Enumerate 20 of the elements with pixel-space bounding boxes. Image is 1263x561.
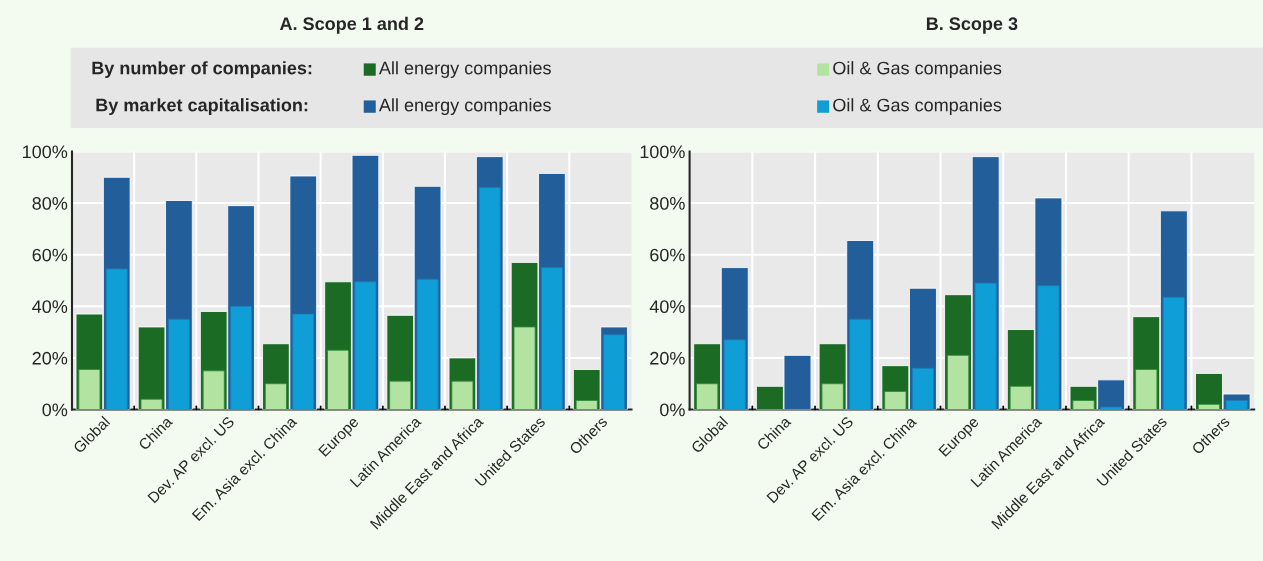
- legend-label: Oil & Gas companies: [833, 61, 1002, 78]
- y-tick-label: 100%: [640, 145, 685, 159]
- text: By number of companies:: [92, 61, 312, 78]
- y-tick-label: 0%: [660, 403, 685, 417]
- y-tick-label: 20%: [32, 351, 68, 365]
- y-tick-label: 80%: [650, 197, 685, 210]
- y-tick-label: 40%: [649, 300, 685, 314]
- y-tick-label: 60%: [32, 248, 68, 262]
- chart-title: B. Scope 3: [926, 17, 1018, 34]
- legend-label: Oil & Gas companies: [833, 98, 1002, 116]
- y-tick-label: 0%: [42, 403, 68, 417]
- text: By market capitalisation:: [96, 98, 308, 116]
- y-tick-label: 20%: [650, 351, 685, 365]
- chart-title: A. Scope 1 and 2: [279, 16, 424, 34]
- legend-label: All energy companies: [378, 61, 551, 78]
- y-tick-label: 100%: [23, 145, 68, 159]
- y-tick-label: 80%: [32, 197, 68, 210]
- y-tick-label: 40%: [32, 300, 68, 314]
- y-tick-label: 60%: [650, 248, 685, 262]
- legend-label: All energy companies: [378, 98, 551, 116]
